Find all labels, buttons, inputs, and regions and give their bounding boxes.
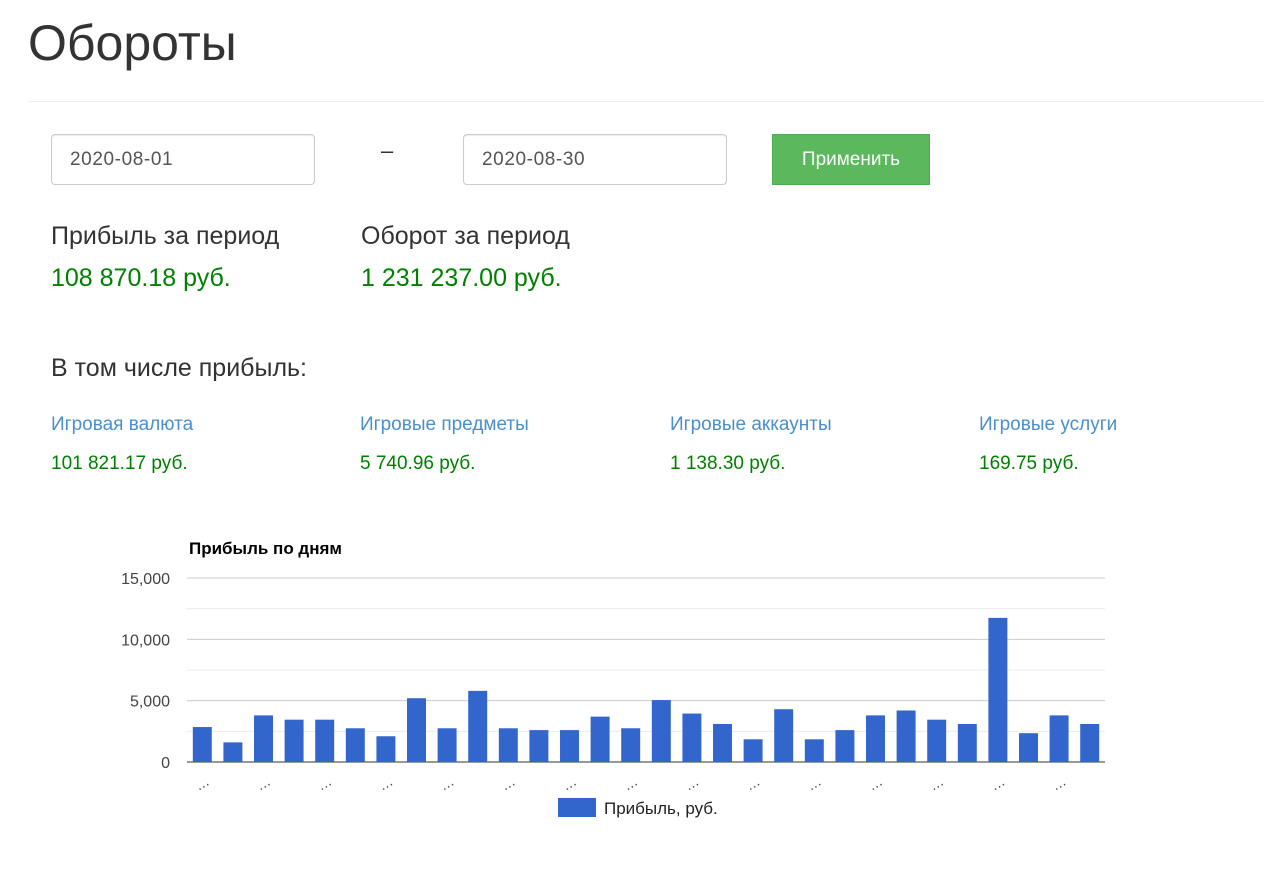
chart-x-tick-label: … (1049, 773, 1069, 794)
apply-button[interactable]: Применить (772, 134, 930, 185)
chart-x-tick-label: … (620, 773, 640, 794)
date-from-input[interactable] (51, 134, 315, 185)
chart-bar (437, 728, 457, 762)
chart-x-tick-label: … (192, 773, 212, 794)
chart-y-axis: 0 5,000 10,000 15,000 (121, 571, 170, 772)
chart-bar (498, 728, 518, 762)
chart-bar (345, 728, 365, 762)
chart-bar (804, 739, 824, 762)
profit-value: 108 870.18 руб. (51, 264, 231, 292)
category-value-services: 169.75 руб. (979, 453, 1079, 474)
category-value-currency: 101 821.17 руб. (51, 453, 188, 474)
chart-x-tick-label: … (804, 773, 824, 794)
chart-bar (468, 690, 488, 762)
chart-bar (927, 719, 947, 762)
chart-bar (774, 709, 794, 762)
category-value-accounts: 1 138.30 руб. (670, 453, 786, 474)
category-value-items: 5 740.96 руб. (360, 453, 476, 474)
category-link-currency[interactable]: Игровая валюта (51, 414, 194, 435)
chart-gridlines (187, 577, 1105, 763)
legend-swatch (558, 798, 596, 817)
category-link-accounts[interactable]: Игровые аккаунты (670, 414, 832, 435)
chart-bar (621, 728, 641, 762)
chart-x-tick-label: … (926, 773, 946, 794)
chart-bar (1049, 715, 1069, 762)
chart-y-tick-label: 5,000 (130, 694, 170, 711)
chart-bar (957, 723, 977, 762)
chart-bar (866, 715, 885, 762)
chart-x-axis: … … … … … … … … … … … … … … … (192, 773, 1069, 794)
chart-bar (407, 698, 426, 762)
chart-x-tick-label: … (437, 773, 457, 794)
turnover-value: 1 231 237.00 руб. (361, 264, 562, 292)
turnover-label: Оборот за период (361, 222, 570, 250)
divider (28, 101, 1265, 102)
chart-legend: Прибыль, руб. (558, 798, 718, 818)
chart-x-tick-label: … (314, 773, 334, 794)
profit-label: Прибыль за период (51, 222, 280, 250)
chart-bar (1019, 733, 1038, 762)
chart-bar (590, 716, 610, 762)
page-title: Обороты (28, 15, 237, 71)
chart-y-tick-label: 0 (161, 755, 170, 772)
chart-bar (254, 715, 273, 762)
breakdown-heading: В том числе прибыль: (51, 354, 308, 382)
chart-bar (560, 730, 579, 762)
chart-title: Прибыль по дням (189, 539, 342, 558)
category-link-items[interactable]: Игровые предметы (360, 414, 529, 435)
chart-x-tick-label: … (743, 773, 763, 794)
chart-bar (223, 742, 243, 762)
chart-bar (682, 713, 702, 762)
chart-y-tick-label: 15,000 (121, 571, 170, 588)
chart-x-tick-label: … (865, 773, 885, 794)
chart-bar (743, 739, 763, 762)
chart-bar (529, 730, 549, 762)
chart-bar (651, 700, 671, 762)
chart-x-tick-label: … (253, 773, 273, 794)
legend-label: Прибыль, руб. (604, 799, 718, 818)
date-range-separator: – (381, 138, 394, 163)
chart-bar (192, 727, 212, 762)
date-to-input[interactable] (463, 134, 727, 185)
chart-x-tick-label: … (498, 773, 518, 794)
chart-bar (835, 730, 855, 762)
chart-y-tick-label: 10,000 (121, 632, 170, 649)
chart-bar (713, 723, 732, 762)
chart-bar (1080, 723, 1100, 762)
category-link-services[interactable]: Игровые услуги (979, 414, 1118, 435)
chart-x-tick-label: … (559, 773, 579, 794)
chart-x-tick-label: … (375, 773, 395, 794)
chart-x-tick-label: … (987, 773, 1007, 794)
chart-bar (896, 710, 916, 762)
chart-bar (376, 736, 396, 762)
chart-bar (988, 617, 1008, 762)
chart-x-tick-label: … (681, 773, 701, 794)
chart-bar (315, 719, 335, 762)
chart-bars (192, 617, 1100, 762)
chart-bar (284, 719, 304, 762)
